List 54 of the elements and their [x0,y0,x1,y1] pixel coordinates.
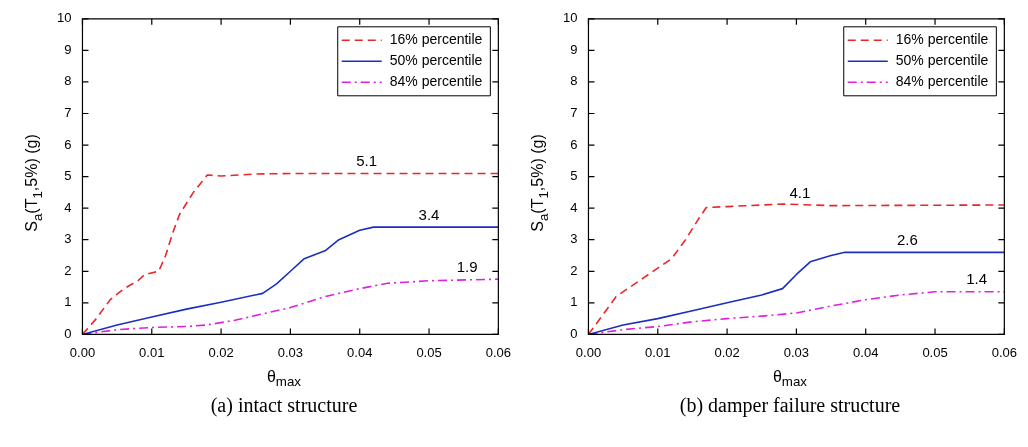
annotation: 5.1 [356,152,378,170]
y-tick-label: 2 [570,262,578,278]
x-tick-label: 0.02 [714,344,740,360]
x-tick-label: 0.03 [783,344,810,360]
y-tick-label: 5 [64,168,72,184]
y-tick-label: 1 [570,294,578,310]
y-tick-label: 9 [570,41,578,57]
x-axis-title: θ$_{max}$ [265,368,303,390]
x-axis-title: θ$_{max}$ [771,368,809,390]
y-tick-label: 3 [570,231,578,247]
y-tick-label: 10 [56,10,72,26]
annotation: 3.4 [418,205,440,223]
y-tick-label: 8 [64,73,72,89]
annotation: 2.6 [896,230,918,248]
annotation: 1.9 [456,258,478,276]
legend-label: 16% percentile [895,31,989,48]
y-tick-label: 2 [64,262,72,278]
x-tick-label: 0.06 [485,344,512,360]
x-tick-label: 0.03 [277,344,304,360]
annotation: 4.1 [789,183,811,201]
text: (b) damper failure structure [678,394,902,417]
x-tick-label: 0.00 [575,344,602,360]
y-tick-label: 10 [562,10,578,26]
y-tick-label: 0 [64,325,72,341]
y-tick-label: 7 [64,105,72,121]
y-tick-label: 0 [570,325,578,341]
y-tick-label: 6 [570,136,578,152]
x-tick-label: 0.04 [853,344,879,360]
x-tick-label: 0.04 [347,344,373,360]
y-tick-label: 5 [570,168,578,184]
annotation: 1.4 [966,270,988,288]
y-tick-label: 6 [64,136,72,152]
x-tick-label: 0.06 [991,344,1018,360]
x-tick-label: 0.05 [416,344,442,360]
y-tick-label: 9 [64,41,72,57]
y-tick-label: 8 [570,73,578,89]
y-tick-label: 3 [64,231,72,247]
line-series [82,172,499,335]
line-series [588,203,1005,335]
legend-label: 50% percentile [389,52,483,69]
text: (a) intact structure [209,394,359,417]
y-tick-label: 1 [64,294,72,310]
y-tick-label: 7 [570,105,578,121]
y-tick-label: 4 [64,199,72,215]
legend-label: 50% percentile [895,52,989,69]
legend-label: 84% percentile [389,73,483,90]
x-tick-label: 0.01 [645,344,671,360]
legend-label: 16% percentile [389,31,483,48]
y-tick-label: 4 [570,199,578,215]
legend-label: 84% percentile [895,73,989,90]
x-tick-label: 0.02 [208,344,234,360]
x-tick-label: 0.01 [139,344,165,360]
x-tick-label: 0.00 [69,344,96,360]
x-tick-label: 0.05 [922,344,948,360]
